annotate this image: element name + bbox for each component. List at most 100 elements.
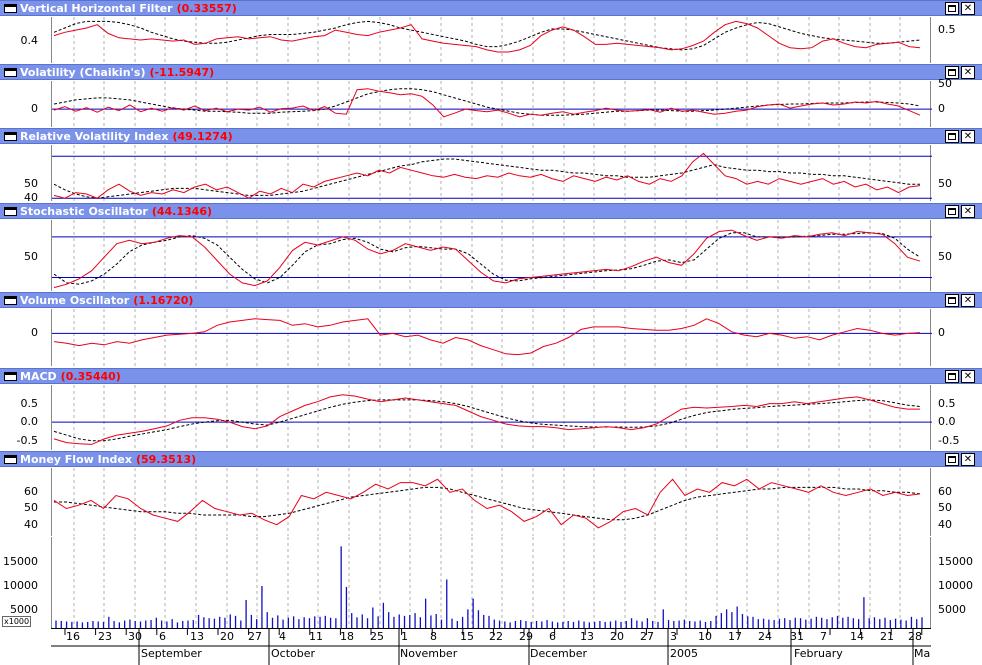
- indicator-line: [53, 88, 921, 118]
- indicator-value: (44.1346): [151, 205, 212, 218]
- indicator-line: [53, 152, 921, 199]
- close-button[interactable]: ✕: [961, 205, 975, 218]
- volume-right-tick: 5000: [938, 603, 966, 616]
- pane-title-bar[interactable]: Volume Oscillator (1.16720) ✕: [0, 292, 982, 308]
- pane-title: Volume Oscillator (1.16720): [20, 294, 193, 307]
- volume-left-tick: 10000: [3, 579, 38, 592]
- plot-area: [51, 220, 932, 291]
- pane-title-bar[interactable]: Money Flow Index (59.3513) ✕: [0, 451, 982, 467]
- pane-window-icon[interactable]: [4, 68, 17, 77]
- right-axis-tick: 0: [938, 326, 945, 340]
- maximize-button[interactable]: [945, 130, 959, 143]
- indicator-name: Money Flow Index: [20, 453, 132, 466]
- indicator-pane-mfi: Money Flow Index (59.3513) ✕ 60 50 40 60 50 40: [0, 451, 982, 536]
- day-label: 13: [580, 630, 594, 643]
- month-label: September: [141, 647, 202, 660]
- plot-area: [51, 17, 931, 63]
- signal-line: [53, 158, 920, 199]
- pane-window-icon[interactable]: [4, 207, 17, 216]
- day-label: 22: [489, 630, 503, 643]
- close-button[interactable]: ✕: [961, 294, 975, 307]
- close-button[interactable]: ✕: [961, 2, 975, 15]
- pane-window-icon[interactable]: [4, 455, 17, 464]
- pane-window-icon[interactable]: [4, 4, 17, 13]
- indicator-line: [53, 478, 921, 529]
- month-label: December: [530, 647, 588, 660]
- pane-title: Relative Volatility Index (49.1274): [20, 130, 233, 143]
- maximize-button[interactable]: [945, 453, 959, 466]
- maximize-button[interactable]: [945, 2, 959, 15]
- date-axis-ticks: [51, 629, 931, 665]
- day-label: 24: [758, 630, 772, 643]
- signal-line: [53, 399, 921, 442]
- right-axis-tick: 50: [938, 76, 952, 90]
- indicator-pane-vo: Volume Oscillator (1.16720) ✕ 0 0: [0, 292, 982, 366]
- close-button[interactable]: ✕: [961, 130, 975, 143]
- indicator-chart: [53, 17, 921, 63]
- month-label: February: [794, 647, 843, 660]
- volume-pane: 15000 10000 5000 15000 10000 5000 x1000: [0, 537, 982, 628]
- maximize-button[interactable]: [945, 370, 959, 383]
- indicator-chart: [52, 81, 932, 127]
- indicator-name: Stochastic Oscillator: [20, 205, 148, 218]
- volume-unit-label: x1000: [2, 616, 32, 627]
- month-label: October: [271, 647, 316, 660]
- day-label: 17: [728, 630, 742, 643]
- pane-title-bar[interactable]: Volatility (Chaikin's) (-11.5947) ✕: [0, 64, 982, 80]
- volume-left-tick: 5000: [10, 603, 38, 616]
- pane-title-bar[interactable]: Relative Volatility Index (49.1274) ✕: [0, 128, 982, 144]
- day-label: 28: [908, 630, 922, 643]
- right-axis-tick: 50: [938, 501, 952, 515]
- indicator-value: (0.35440): [60, 370, 121, 383]
- indicator-line: [53, 20, 921, 53]
- day-label: 30: [128, 630, 142, 643]
- day-label: 6: [549, 630, 556, 643]
- indicator-name: Volume Oscillator: [20, 294, 130, 307]
- maximize-button[interactable]: [945, 205, 959, 218]
- left-axis-tick: 0: [31, 102, 38, 116]
- pane-title: Stochastic Oscillator (44.1346): [20, 205, 212, 218]
- close-button[interactable]: ✕: [961, 66, 975, 79]
- day-label: 16: [66, 630, 80, 643]
- indicator-chart: [52, 220, 932, 291]
- indicator-value: (1.16720): [133, 294, 194, 307]
- day-label: 10: [698, 630, 712, 643]
- plot-area: [51, 145, 932, 201]
- day-label: 15: [460, 630, 474, 643]
- indicator-value: (59.3513): [135, 453, 197, 466]
- indicator-chart: [52, 385, 932, 450]
- pane-window-icon[interactable]: [4, 372, 17, 381]
- left-axis-tick: 50: [24, 177, 38, 191]
- volume-plot-area: [51, 537, 931, 628]
- pane-title-bar[interactable]: Vertical Horizontal Filter (0.33557) ✕: [0, 0, 982, 16]
- day-label: 1: [401, 630, 408, 643]
- plot-area: [51, 385, 932, 450]
- plot-area: [51, 309, 932, 366]
- pane-window-icon[interactable]: [4, 132, 17, 141]
- day-label: 29: [519, 630, 533, 643]
- pane-title-bar[interactable]: Stochastic Oscillator (44.1346) ✕: [0, 203, 982, 219]
- indicator-pane-rvi: Relative Volatility Index (49.1274) ✕ 50 40 5…: [0, 128, 982, 204]
- volume-right-tick: 10000: [938, 579, 973, 592]
- month-label: Ma: [914, 647, 931, 660]
- indicator-value: (0.33557): [176, 2, 237, 15]
- close-button[interactable]: ✕: [961, 370, 975, 383]
- indicator-name: MACD: [20, 370, 57, 383]
- day-label: 14: [850, 630, 864, 643]
- day-label: 13: [190, 630, 204, 643]
- right-axis-tick: 0.0: [938, 415, 956, 429]
- right-axis-tick: 0.5: [938, 23, 956, 37]
- volume-chart: [55, 537, 923, 628]
- indicator-line: [53, 229, 921, 289]
- indicator-line: [53, 394, 920, 445]
- indicator-pane-vhf: Vertical Horizontal Filter (0.33557) ✕ 0.4 0…: [0, 0, 982, 63]
- maximize-button[interactable]: [945, 66, 959, 79]
- pane-title-bar[interactable]: MACD (0.35440) ✕: [0, 368, 982, 384]
- right-axis-tick: 0: [938, 102, 945, 116]
- right-axis-tick: 60: [938, 485, 952, 499]
- pane-window-icon[interactable]: [4, 296, 17, 305]
- day-label: 23: [98, 630, 112, 643]
- maximize-button[interactable]: [945, 294, 959, 307]
- close-button[interactable]: ✕: [961, 453, 975, 466]
- volume-right-tick: 15000: [938, 555, 973, 568]
